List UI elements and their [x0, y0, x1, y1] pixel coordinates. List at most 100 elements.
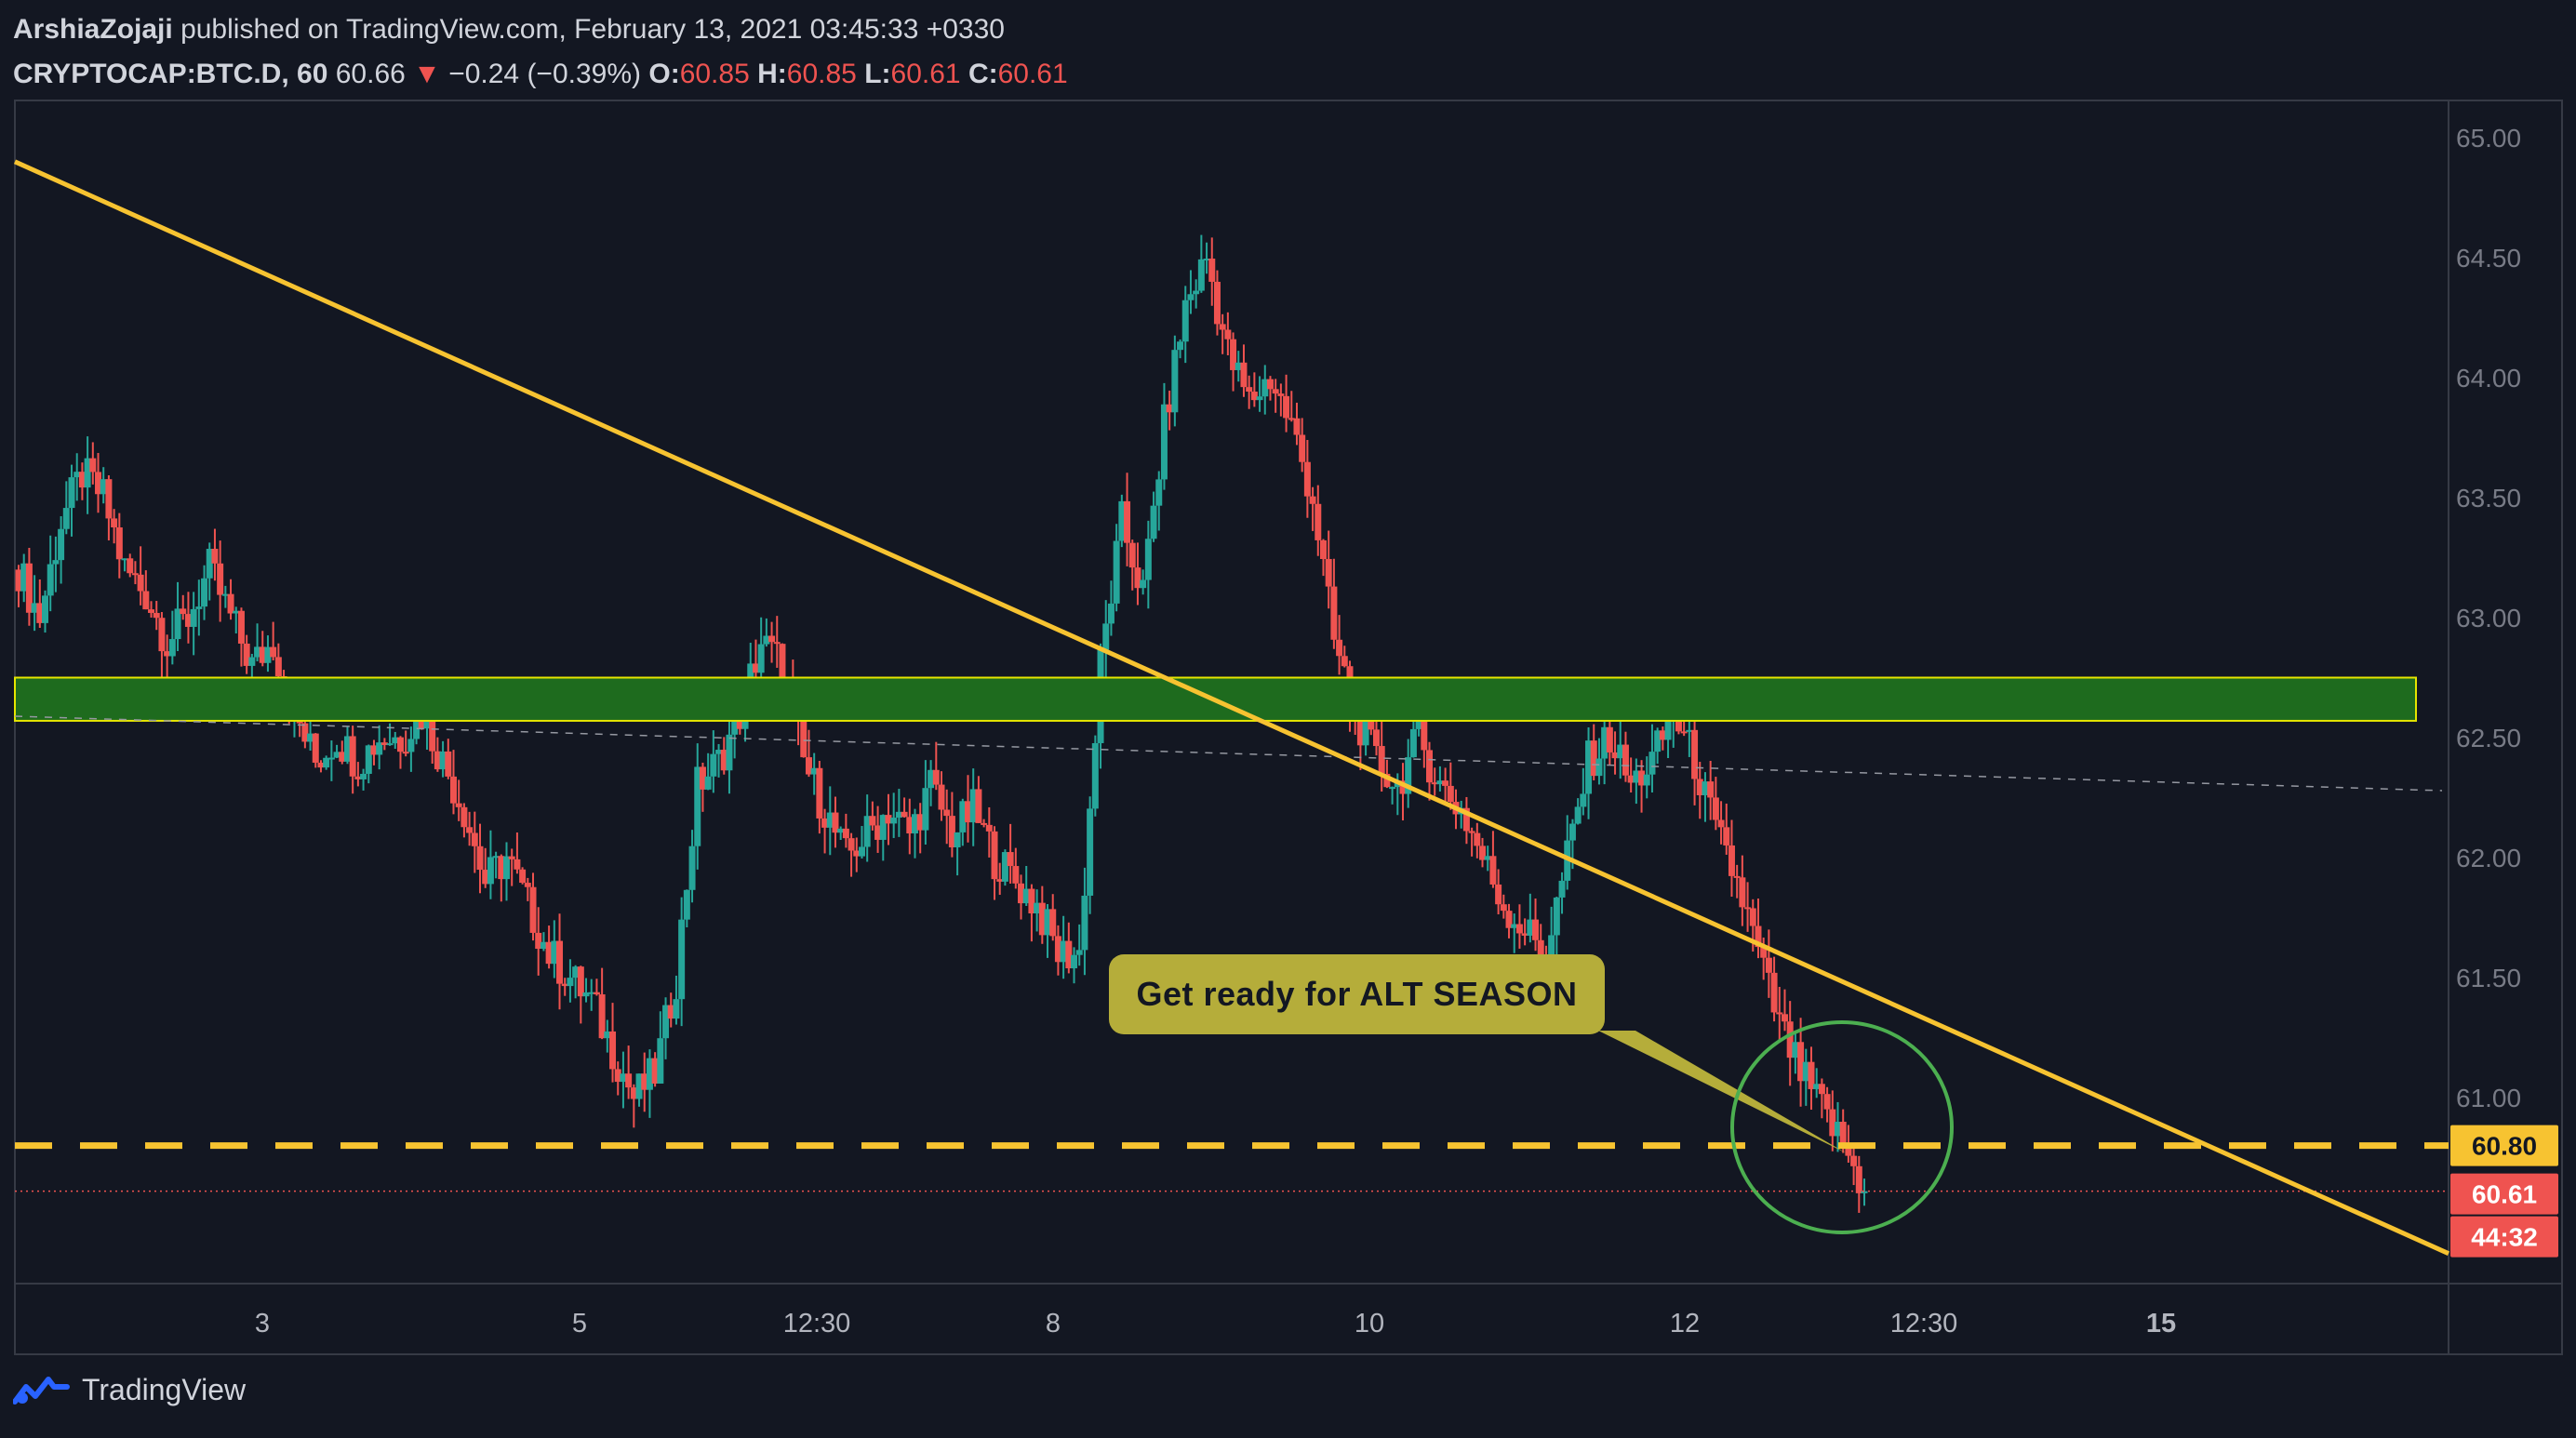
candle-body	[259, 646, 266, 663]
candle-body	[52, 560, 60, 565]
candle-body	[482, 870, 489, 885]
high-value: 60.85	[786, 59, 857, 89]
candle-body	[1495, 884, 1502, 905]
candle-body	[1415, 719, 1422, 729]
brand-name[interactable]: TradingView	[82, 1373, 247, 1406]
close-value: 60.61	[997, 59, 1068, 89]
candle-body	[901, 811, 908, 818]
candle-body	[1368, 716, 1375, 730]
candle-body	[1261, 379, 1269, 397]
candle-body	[1861, 1191, 1868, 1193]
candle-body	[1755, 925, 1762, 948]
candle-body	[168, 639, 176, 657]
candle-body	[301, 723, 309, 742]
author-name[interactable]: ArshiaZojaji	[13, 14, 173, 45]
candle-body	[1288, 418, 1295, 420]
candle-body	[1633, 770, 1640, 783]
drawings-group	[13, 159, 2450, 1256]
candle-body	[131, 573, 139, 576]
candle-body	[1739, 877, 1746, 908]
footer-brand: TradingView	[13, 1373, 246, 1407]
candle-body	[1654, 730, 1662, 752]
candle-body	[1124, 500, 1131, 543]
candle-body	[991, 831, 998, 880]
candle-body	[514, 859, 521, 870]
candle-body	[1166, 404, 1173, 413]
last-price-tag-bg	[2450, 1173, 2558, 1215]
candle-body	[662, 1005, 670, 1039]
candle-body	[349, 736, 356, 777]
candle-body	[614, 1069, 621, 1083]
candle-body	[1372, 729, 1380, 747]
candle-body	[84, 458, 91, 488]
candle-body	[1140, 579, 1147, 589]
candle-body	[360, 773, 367, 779]
time-tick-label: 15	[2146, 1309, 2176, 1338]
publish-line: ArshiaZojaji published on TradingView.co…	[13, 7, 1068, 52]
candle-body	[1834, 1122, 1841, 1137]
candle-body	[158, 618, 166, 652]
candle-body	[323, 757, 330, 768]
candle-body	[1712, 797, 1719, 820]
candle-body	[365, 745, 372, 774]
candle-body	[604, 1031, 611, 1039]
price-tick-label: 62.50	[2456, 724, 2521, 752]
candle-body	[556, 940, 564, 984]
candle-body	[1717, 819, 1725, 828]
candle-body	[837, 828, 845, 833]
candle-body	[503, 856, 511, 880]
candle-body	[1235, 362, 1242, 370]
candle-body	[1193, 290, 1200, 295]
time-axis[interactable]: 3 5 12:30 8 10 12 12:30 15	[255, 1309, 2176, 1338]
candle-body	[1362, 716, 1369, 746]
candle-body	[848, 838, 855, 851]
symbol-label[interactable]: CRYPTOCAP:BTC.D, 60	[13, 59, 328, 89]
candle-body	[418, 715, 425, 729]
candle-body	[816, 767, 823, 819]
candle-body	[1071, 954, 1078, 969]
candle-body	[1691, 729, 1699, 779]
candle-body	[1102, 623, 1110, 650]
candle-body	[715, 750, 723, 754]
candle-body	[1622, 744, 1629, 776]
candle-body	[842, 828, 849, 839]
support-price-tag-text: 60.80	[2472, 1132, 2537, 1161]
candle-body	[704, 776, 712, 790]
candle-body	[1065, 940, 1073, 969]
candle-body	[1627, 775, 1635, 783]
candle-body	[773, 642, 781, 645]
candle-body	[31, 603, 38, 613]
price-tick-label: 64.50	[2456, 244, 2521, 273]
candle-body	[95, 472, 102, 495]
last-value: 60.66	[335, 59, 406, 89]
candle-body	[1426, 750, 1434, 783]
candle-body	[535, 932, 542, 950]
candle-body	[1558, 880, 1566, 898]
candle-body	[1548, 935, 1555, 965]
candle-body	[694, 766, 701, 846]
candle-body	[370, 745, 378, 755]
candle-body	[58, 528, 65, 561]
candle-body	[1447, 785, 1454, 803]
candle-body	[779, 644, 786, 684]
candle-body	[1075, 950, 1083, 955]
candle-body	[1128, 542, 1136, 568]
candle-body	[1521, 933, 1528, 936]
price-axis[interactable]: 65.00 64.50 64.00 63.50 63.00 62.50 62.00 61.50…	[2456, 124, 2521, 1112]
alt-season-callout[interactable]: Get ready for ALT SEASON	[1109, 954, 1605, 1034]
candle-body	[540, 941, 547, 950]
candle-body	[1378, 746, 1385, 774]
candle-body	[1723, 827, 1730, 845]
candle-body	[529, 886, 537, 933]
candle-body	[1479, 845, 1487, 860]
candle-body	[1187, 294, 1195, 300]
candle-body	[1611, 752, 1619, 759]
candle-body	[710, 753, 717, 777]
candle-body	[402, 752, 409, 754]
candle-body	[376, 742, 383, 755]
candle-body	[20, 563, 28, 592]
candle-body	[965, 801, 972, 823]
candle-body	[1383, 773, 1391, 788]
candle-body	[1733, 875, 1741, 878]
